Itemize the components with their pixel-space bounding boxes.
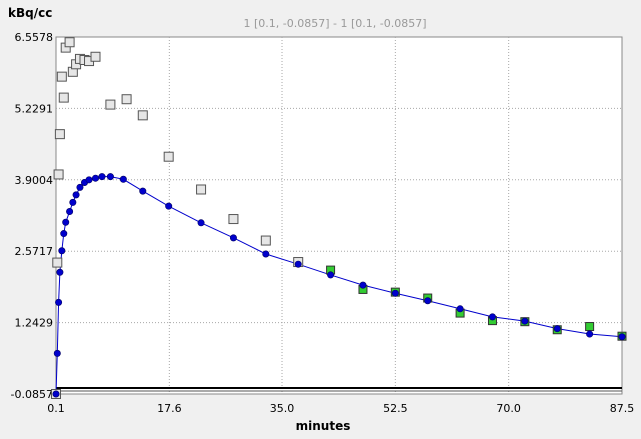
gray-marker-point	[56, 71, 67, 82]
gray-marker-point	[163, 151, 174, 162]
gray-marker-point	[58, 92, 69, 103]
model-point	[98, 173, 106, 181]
model-point	[76, 183, 84, 191]
model-point	[456, 305, 464, 313]
x-tick-label: 87.5	[610, 402, 635, 415]
model-point	[60, 230, 68, 238]
x-tick-label: 52.5	[383, 402, 408, 415]
y-tick-label: 3.9004	[15, 174, 54, 187]
plot-area	[55, 36, 623, 395]
model-point	[55, 298, 63, 306]
model-point	[72, 191, 80, 199]
model-point	[424, 297, 432, 305]
x-tick-label: 35.0	[270, 402, 295, 415]
gray-marker-point	[228, 214, 239, 225]
model-point	[553, 325, 561, 333]
y-tick-label: -0.0857	[11, 388, 53, 401]
model-point	[52, 390, 60, 398]
gray-marker-point	[196, 184, 207, 195]
tick-layer: 0.1 17.6 35.0 52.5 70.0 87.5 -0.0857 1.2429 2.57…	[11, 31, 635, 415]
y-tick-label: 1.2429	[15, 317, 54, 330]
gray-marker-point	[121, 94, 132, 105]
y-tick-label: 2.5717	[15, 245, 54, 258]
gray-marker-point	[105, 99, 116, 110]
model-point	[197, 219, 205, 227]
model-point	[165, 202, 173, 210]
model-point	[359, 281, 367, 289]
model-point	[58, 247, 66, 255]
x-tick-label: 0.1	[47, 402, 65, 415]
gray-marker-point	[53, 169, 64, 180]
gray-marker-point	[90, 51, 101, 62]
model-point	[139, 187, 147, 195]
baseline-layer	[56, 387, 622, 392]
model-point	[586, 330, 594, 338]
gray-marker-point	[137, 110, 148, 121]
model-point	[53, 349, 61, 357]
gray-marker-point	[54, 129, 65, 140]
x-axis-label: minutes	[296, 419, 351, 433]
model-point	[106, 173, 114, 181]
gray-marker-point	[52, 257, 63, 268]
series-layer	[51, 37, 627, 399]
gray-marker-point	[260, 235, 271, 246]
model-point	[119, 175, 127, 183]
model-point	[92, 174, 100, 182]
model-point	[327, 271, 335, 279]
x-tick-label: 70.0	[496, 402, 521, 415]
model-point	[69, 198, 77, 206]
model-point	[85, 176, 93, 184]
chart-title: 1 [0.1, -0.0857] - 1 [0.1, -0.0857]	[243, 17, 426, 30]
y-axis-label: kBq/cc	[8, 6, 52, 20]
model-point	[521, 317, 529, 325]
x-tick-label: 17.6	[157, 402, 182, 415]
grid-layer	[56, 37, 622, 394]
model-point	[294, 260, 302, 268]
model-point	[56, 268, 64, 276]
model-point	[262, 250, 270, 258]
y-tick-label: 5.2291	[15, 102, 54, 115]
model-point	[66, 208, 74, 216]
model-point	[62, 218, 70, 226]
model-point	[488, 313, 496, 321]
gray-marker-point	[64, 37, 75, 48]
green-marker-point	[585, 322, 595, 332]
model-point	[618, 333, 626, 341]
y-tick-label: 6.5578	[15, 31, 54, 44]
model-point	[229, 234, 237, 242]
model-point	[391, 289, 399, 297]
